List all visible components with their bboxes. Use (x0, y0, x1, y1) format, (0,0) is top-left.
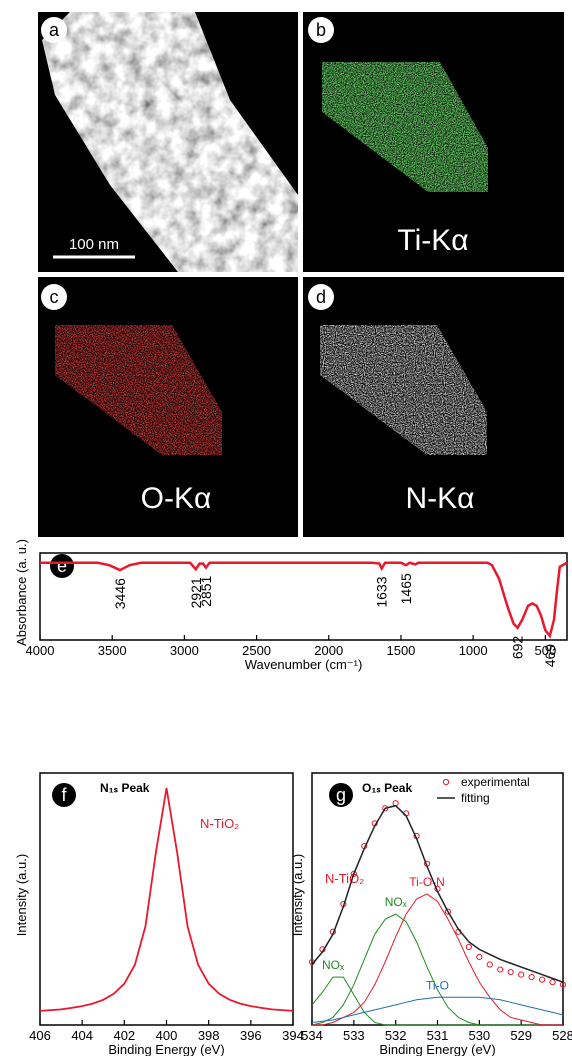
peak-label: 1633 (374, 576, 390, 607)
y-axis-label: Intensity (a.u.) (290, 854, 305, 936)
x-tick-label: 2000 (314, 643, 343, 658)
x-axis-label: Binding Energy (eV) (379, 1042, 495, 1056)
data-point (529, 975, 534, 980)
annotation: N-TiO₂ (200, 816, 239, 831)
panel-label: a (49, 20, 60, 40)
x-tick-label: 2500 (242, 643, 271, 658)
fit-component (312, 914, 563, 1025)
element-label: Ti-Kα (397, 224, 468, 257)
peak-label: 692 (510, 636, 526, 660)
x-tick-label: 400 (156, 1028, 178, 1043)
x-tick-label: 3500 (98, 643, 127, 658)
x-tick-label: 1000 (459, 643, 488, 658)
x-tick-label: 396 (240, 1028, 262, 1043)
spectrum (40, 788, 293, 1011)
x-tick-label: 3000 (170, 643, 199, 658)
x-tick-label: 406 (29, 1028, 51, 1043)
fit-component (312, 997, 563, 1022)
x-tick-label: 402 (113, 1028, 135, 1043)
x-axis-label: Binding Energy (eV) (108, 1042, 224, 1056)
scale-bar-label: 100 nm (69, 236, 119, 253)
x-tick-label: 533 (343, 1028, 365, 1043)
fit-line (312, 806, 563, 982)
peak-label: 1465 (398, 573, 414, 604)
x-tick-label: 530 (468, 1028, 490, 1043)
annotation: N-TiO₂ (325, 871, 364, 886)
legend-marker (443, 779, 448, 784)
panel-label: d (316, 287, 326, 307)
x-axis-label: Wavenumber (cm⁻¹) (245, 657, 363, 672)
data-point (466, 944, 471, 949)
data-point (550, 980, 555, 985)
x-tick-label: 531 (427, 1028, 449, 1043)
peak-label: 2851 (198, 575, 214, 606)
x-tick-label: 529 (510, 1028, 532, 1043)
component-label: NOₓ (322, 958, 344, 972)
panel-label: g (336, 785, 346, 805)
data-point (508, 969, 513, 974)
panel-label: c (50, 287, 59, 307)
peak-label: 3446 (112, 578, 128, 609)
x-tick-label: 398 (198, 1028, 220, 1043)
plot-frame (40, 773, 293, 1025)
x-tick-label: 534 (301, 1028, 323, 1043)
legend-label: fitting (461, 791, 490, 805)
y-axis-label: Absorbance (a. u.) (14, 539, 29, 646)
figure: 100 nm a b Ti-Kα c O-Kα d N-Kα 4000 3500 3… (0, 0, 572, 1056)
y-axis-label: Intensity (a.u.) (14, 854, 29, 936)
element-label: O-Kα (141, 482, 212, 515)
element-label: N-Kα (405, 482, 474, 515)
component-label: Ti-O (426, 978, 449, 992)
panel-label: e (57, 556, 67, 576)
data-point (477, 954, 482, 959)
data-point (539, 977, 544, 982)
x-tick-label: 1500 (386, 643, 415, 658)
data-point (519, 972, 524, 977)
x-tick-label: 404 (71, 1028, 93, 1043)
panel-title: O₁ₛ Peak (362, 781, 412, 795)
panel-title: N₁ₛ Peak (100, 781, 150, 795)
x-tick-label: 532 (385, 1028, 407, 1043)
data-point (498, 967, 503, 972)
data-point (487, 962, 492, 967)
peak-label: 469 (542, 644, 558, 668)
panel-label: b (316, 20, 326, 40)
component-label: NOₓ (385, 895, 407, 909)
x-tick-label: 528 (552, 1028, 572, 1043)
x-tick-label: 4000 (26, 643, 55, 658)
legend-label: experimental (461, 775, 530, 789)
